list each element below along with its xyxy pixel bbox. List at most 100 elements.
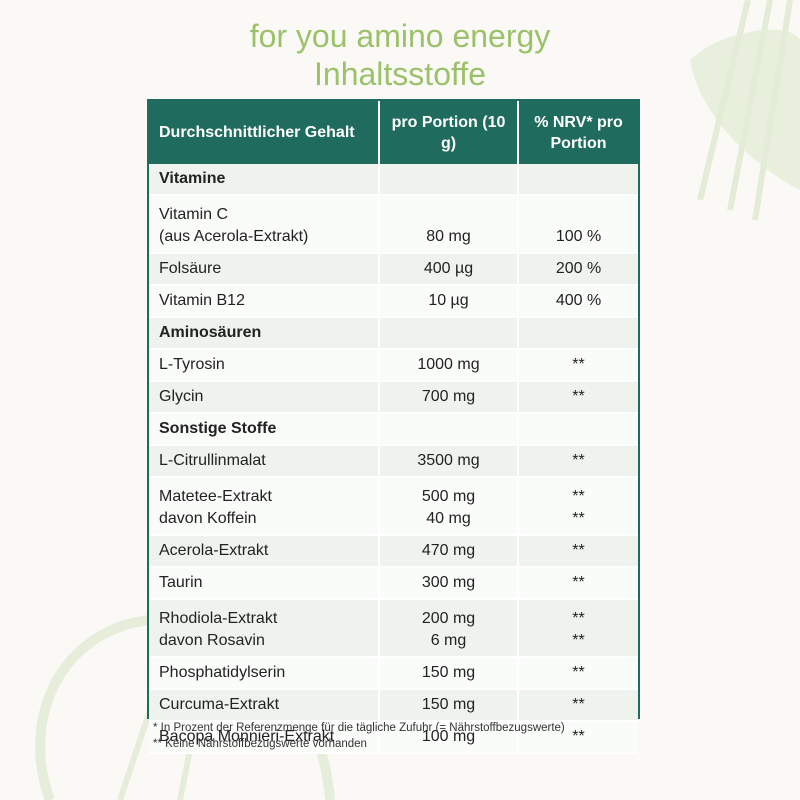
amount-cell: 700 mg	[379, 381, 519, 414]
nrv-cell: **	[518, 721, 638, 754]
header-nrv: % NRV* pro Portion	[518, 101, 638, 164]
table-row: Folsäure 400 µg 200 %	[149, 253, 638, 286]
cell-text: **	[572, 632, 585, 649]
nrv-cell: **	[518, 381, 638, 414]
amount-cell: 3500 mg	[379, 445, 519, 478]
amount-cell	[379, 164, 519, 196]
cell-text: 200 mg	[421, 610, 476, 627]
cell-text: Folsäure	[159, 260, 222, 277]
table-row: Taurin 300 mg **	[149, 567, 638, 600]
nrv-cell: **	[518, 689, 638, 722]
cell-text: 100 %	[555, 228, 602, 245]
cell-text: 100 mg	[421, 728, 476, 745]
table-row: L-Tyrosin 1000 mg **	[149, 349, 638, 382]
table-row: Glycin 700 mg **	[149, 381, 638, 414]
ingredient-name: L-Citrullinmalat	[149, 445, 380, 478]
cell-text: Vitamin B12	[159, 292, 245, 309]
cell-text: **	[572, 510, 585, 527]
nrv-cell	[518, 164, 638, 196]
cell-text: 400 µg	[423, 260, 474, 277]
amount-cell	[379, 317, 519, 350]
nrv-cell: 200 %	[518, 253, 638, 286]
nrv-cell: **	[518, 567, 638, 600]
section-row: Sonstige Stoffe	[149, 413, 638, 446]
amount-cell: 150 mg	[379, 657, 519, 690]
ingredient-name: Rhodiola-Extrakt davon Rosavin	[149, 599, 380, 658]
section-row: Vitamine	[149, 164, 638, 196]
cell-text: **	[572, 388, 585, 405]
cell-text: 80 mg	[426, 228, 471, 245]
cell-text: 150 mg	[421, 664, 476, 681]
cell-text: 150 mg	[421, 696, 476, 713]
nrv-cell: ** **	[518, 599, 638, 658]
nrv-cell: **	[518, 535, 638, 568]
footnote-no-nrv: ** Keine Nährstoffbezugswerte vorhanden	[153, 738, 367, 750]
amount-cell: 300 mg	[379, 567, 519, 600]
cell-text: 1000 mg	[417, 356, 480, 373]
section-row: Aminosäuren	[149, 317, 638, 350]
cell-text: 700 mg	[421, 388, 476, 405]
cell-text: Curcuma-Extrakt	[159, 696, 280, 713]
nutrition-table: Durchschnittlicher Gehalt pro Portion (1…	[147, 99, 640, 754]
cell-text: L-Citrullinmalat	[159, 452, 266, 469]
cell-text: **	[572, 610, 585, 627]
cell-text: Bacopa Monnieri-Extrakt	[159, 728, 335, 745]
cell-text: Phosphatidylserin	[159, 664, 286, 681]
amount-cell: 80 mg	[379, 195, 519, 254]
amount-cell	[379, 413, 519, 446]
table-row: L-Citrullinmalat 3500 mg **	[149, 445, 638, 478]
cell-text: Vitamine	[159, 170, 226, 187]
nrv-cell	[518, 413, 638, 446]
cell-text: **	[572, 452, 585, 469]
cell-text: Glycin	[159, 388, 204, 405]
ingredient-name: L-Tyrosin	[149, 349, 380, 382]
amount-cell: 200 mg 6 mg	[379, 599, 519, 658]
cell-text: **	[572, 542, 585, 559]
table-row: Vitamin B12 10 µg 400 %	[149, 285, 638, 318]
amount-cell: 10 µg	[379, 285, 519, 318]
cell-text: Taurin	[159, 574, 203, 591]
amount-cell: 500 mg 40 mg	[379, 477, 519, 536]
ingredient-name: Matetee-Extrakt davon Koffein	[149, 477, 380, 536]
header-average-content: Durchschnittlicher Gehalt	[149, 101, 380, 164]
cell-text: (aus Acerola-Extrakt)	[159, 228, 309, 245]
footnote-nrv: * In Prozent der Referenzmenge für die t…	[153, 722, 565, 734]
cell-text: **	[572, 356, 585, 373]
cell-text: Matetee-Extrakt	[159, 488, 272, 505]
product-title: for you amino energy	[249, 18, 551, 54]
cell-text: 200 %	[555, 260, 602, 277]
amount-cell: 400 µg	[379, 253, 519, 286]
cell-text: **	[572, 574, 585, 591]
ingredient-name: Curcuma-Extrakt	[149, 689, 380, 722]
table-row: Acerola-Extrakt 470 mg **	[149, 535, 638, 568]
header-per-portion: pro Portion (10 g)	[379, 101, 519, 164]
cell-text: 3500 mg	[417, 452, 480, 469]
cell-text: 500 mg	[421, 488, 476, 505]
nrv-cell: **	[518, 349, 638, 382]
nrv-cell: **	[518, 657, 638, 690]
cell-text: Rhodiola-Extrakt	[159, 610, 278, 627]
table-row: Matetee-Extrakt davon Koffein 500 mg 40 mg *…	[149, 477, 638, 536]
ingredient-name: Bacopa Monnieri-Extrakt	[149, 721, 380, 754]
section-heading: Vitamine	[149, 164, 380, 196]
amount-cell: 150 mg	[379, 689, 519, 722]
section-title: Inhaltsstoffe	[314, 56, 486, 92]
cell-text: L-Tyrosin	[159, 356, 225, 373]
ingredient-name: Folsäure	[149, 253, 380, 286]
cell-text: Sonstige Stoffe	[159, 420, 277, 437]
ingredient-name: Phosphatidylserin	[149, 657, 380, 690]
amount-cell: 1000 mg	[379, 349, 519, 382]
table-header-row: Durchschnittlicher Gehalt pro Portion (1…	[149, 101, 638, 164]
nrv-cell: 100 %	[518, 195, 638, 254]
cell-text: 470 mg	[421, 542, 476, 559]
cell-text: Vitamin C	[159, 206, 229, 223]
nrv-cell: **	[518, 445, 638, 478]
ingredient-name: Glycin	[149, 381, 380, 414]
cell-text: 40 mg	[426, 510, 471, 527]
nrv-cell: 400 %	[518, 285, 638, 318]
ingredient-name: Taurin	[149, 567, 380, 600]
nrv-cell	[518, 317, 638, 350]
cell-text: Acerola-Extrakt	[159, 542, 269, 559]
cell-text: 300 mg	[421, 574, 476, 591]
section-heading: Sonstige Stoffe	[149, 413, 380, 446]
